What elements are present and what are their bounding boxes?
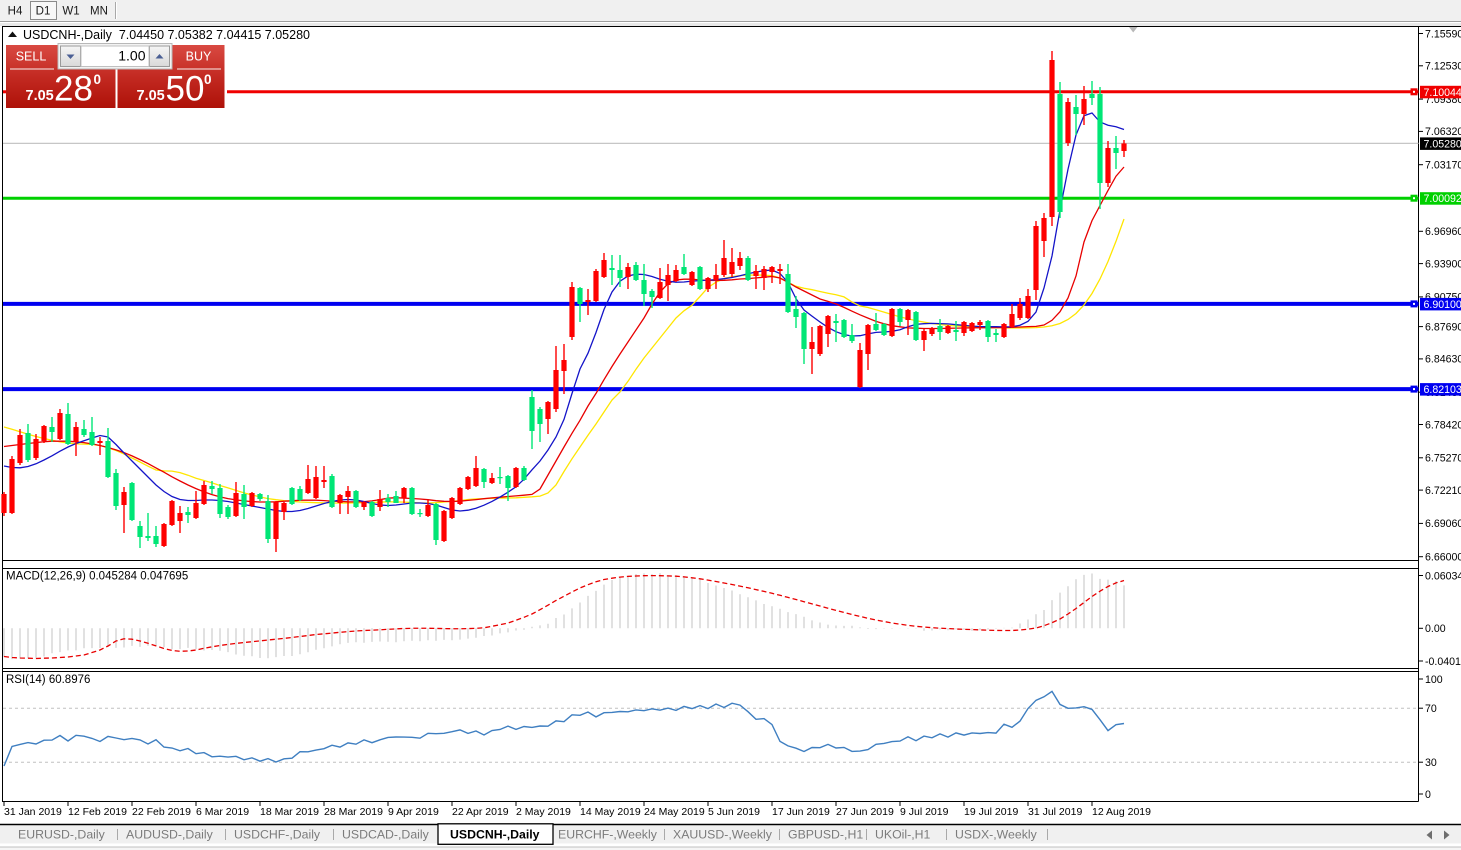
svg-text:6.93900: 6.93900 <box>1425 258 1461 270</box>
svg-text:D1: D1 <box>36 6 51 18</box>
svg-text:22 Feb 2019: 22 Feb 2019 <box>132 806 191 818</box>
svg-text:-0.040136: -0.040136 <box>1425 656 1461 668</box>
svg-text:7.00092: 7.00092 <box>1424 193 1461 205</box>
svg-text:12 Feb 2019: 12 Feb 2019 <box>68 806 127 818</box>
svg-text:0: 0 <box>94 72 102 87</box>
svg-text:6.96960: 6.96960 <box>1425 226 1461 238</box>
svg-text:100: 100 <box>1425 674 1443 686</box>
svg-text:MN: MN <box>90 6 108 18</box>
svg-text:1.00: 1.00 <box>118 48 145 64</box>
svg-text:USDCHF-,Daily: USDCHF-,Daily <box>234 828 321 842</box>
svg-text:6.78420: 6.78420 <box>1425 419 1461 431</box>
svg-text:6.90100: 6.90100 <box>1424 299 1461 311</box>
svg-text:6.72210: 6.72210 <box>1425 485 1461 497</box>
svg-text:USDX-,Weekly: USDX-,Weekly <box>955 828 1038 842</box>
svg-text:USDCAD-,Daily: USDCAD-,Daily <box>342 828 430 842</box>
svg-text:7.03170: 7.03170 <box>1425 160 1461 172</box>
svg-text:70: 70 <box>1425 703 1437 715</box>
svg-text:27 Jun 2019: 27 Jun 2019 <box>836 806 894 818</box>
svg-text:17 Jun 2019: 17 Jun 2019 <box>772 806 830 818</box>
svg-text:W1: W1 <box>62 6 79 18</box>
svg-text:XAUUSD-,Weekly: XAUUSD-,Weekly <box>673 828 773 842</box>
svg-text:9 Apr 2019: 9 Apr 2019 <box>388 806 439 818</box>
svg-text:7.10044: 7.10044 <box>1424 87 1461 99</box>
svg-text:GBPUSD-,H1: GBPUSD-,H1 <box>788 828 863 842</box>
svg-text:6 Mar 2019: 6 Mar 2019 <box>196 806 249 818</box>
svg-text:7.05280: 7.05280 <box>1424 138 1461 150</box>
svg-text:7.06320: 7.06320 <box>1425 126 1461 138</box>
svg-text:USDCNH-,Daily: USDCNH-,Daily <box>450 828 540 842</box>
svg-text:BUY: BUY <box>186 50 212 64</box>
svg-text:12 Aug 2019: 12 Aug 2019 <box>1092 806 1151 818</box>
svg-text:UKOil-,H1: UKOil-,H1 <box>875 828 931 842</box>
svg-text:H4: H4 <box>8 6 23 18</box>
svg-text:EURUSD-,Daily: EURUSD-,Daily <box>18 828 106 842</box>
svg-text:RSI(14) 60.8976: RSI(14) 60.8976 <box>6 674 90 686</box>
svg-text:7.05: 7.05 <box>137 88 165 104</box>
svg-text:0.060343: 0.060343 <box>1425 570 1461 582</box>
svg-text:28 Mar 2019: 28 Mar 2019 <box>324 806 383 818</box>
svg-text:6.87690: 6.87690 <box>1425 321 1461 333</box>
svg-text:19 Jul 2019: 19 Jul 2019 <box>964 806 1018 818</box>
svg-text:5 Jun 2019: 5 Jun 2019 <box>708 806 760 818</box>
svg-text:50: 50 <box>166 70 205 109</box>
svg-text:6.82103: 6.82103 <box>1424 384 1461 396</box>
svg-text:0: 0 <box>204 72 212 87</box>
svg-text:22 Apr 2019: 22 Apr 2019 <box>452 806 509 818</box>
svg-text:31 Jul 2019: 31 Jul 2019 <box>1028 806 1082 818</box>
svg-text:9 Jul 2019: 9 Jul 2019 <box>900 806 949 818</box>
svg-text:2 May 2019: 2 May 2019 <box>516 806 571 818</box>
svg-text:6.84630: 6.84630 <box>1425 354 1461 366</box>
svg-text:7.15590: 7.15590 <box>1425 28 1461 40</box>
svg-text:USDCNH-,Daily 7.04450 7.05382: USDCNH-,Daily 7.04450 7.05382 7.04415 7.… <box>23 28 310 42</box>
svg-text:0.00: 0.00 <box>1425 623 1446 635</box>
svg-text:7.12530: 7.12530 <box>1425 61 1461 73</box>
svg-text:28: 28 <box>54 70 93 109</box>
svg-text:6.69060: 6.69060 <box>1425 518 1461 530</box>
svg-text:6.66000: 6.66000 <box>1425 552 1461 564</box>
svg-text:EURCHF-,Weekly: EURCHF-,Weekly <box>558 828 658 842</box>
svg-text:6.75270: 6.75270 <box>1425 453 1461 465</box>
svg-text:MACD(12,26,9) 0.045284 0.04769: MACD(12,26,9) 0.045284 0.047695 <box>6 571 188 583</box>
svg-text:30: 30 <box>1425 757 1437 769</box>
svg-text:AUDUSD-,Daily: AUDUSD-,Daily <box>126 828 214 842</box>
svg-text:7.05: 7.05 <box>26 88 54 104</box>
svg-text:18 Mar 2019: 18 Mar 2019 <box>260 806 319 818</box>
svg-text:24 May 2019: 24 May 2019 <box>644 806 705 818</box>
svg-text:0: 0 <box>1425 789 1431 801</box>
svg-text:SELL: SELL <box>16 50 47 64</box>
svg-text:14 May 2019: 14 May 2019 <box>580 806 641 818</box>
svg-text:31 Jan 2019: 31 Jan 2019 <box>4 806 62 818</box>
